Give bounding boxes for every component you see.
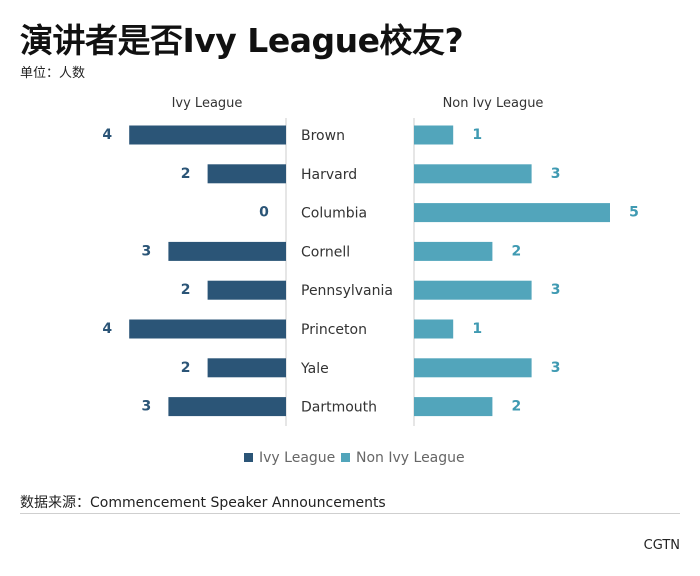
category-label-princeton: Princeton (301, 322, 367, 338)
chart-title: 演讲者是否Ivy League校友? (20, 21, 464, 60)
non-ivy-value-cornell: 2 (512, 243, 522, 259)
ivy-bar-pennsylvania (207, 280, 286, 300)
ivy-bar-princeton (129, 319, 286, 339)
non-ivy-value-brown: 1 (472, 127, 482, 143)
category-label-harvard: Harvard (301, 167, 357, 183)
non-ivy-bar-dartmouth (414, 397, 493, 417)
category-label-pennsylvania: Pennsylvania (301, 283, 393, 299)
ivy-value-princeton: 4 (102, 321, 112, 337)
non-ivy-value-pennsylvania: 3 (551, 282, 561, 298)
ivy-value-pennsylvania: 2 (181, 282, 191, 298)
ivy-bar-brown (129, 125, 286, 145)
legend-swatch-non-ivy (341, 453, 350, 462)
non-ivy-value-princeton: 1 (472, 321, 482, 337)
ivy-value-dartmouth: 3 (142, 399, 152, 415)
non-ivy-bar-princeton (414, 319, 454, 339)
non-ivy-bar-harvard (414, 164, 532, 184)
ivy-bar-dartmouth (168, 397, 286, 417)
ivy-value-brown: 4 (102, 127, 112, 143)
ivy-bar-yale (207, 358, 286, 378)
ivy-value-columbia: 0 (259, 205, 269, 221)
non-ivy-value-dartmouth: 2 (512, 399, 522, 415)
non-ivy-bar-brown (414, 125, 454, 145)
category-label-yale: Yale (300, 361, 329, 377)
panel-title-ivy: Ivy League (172, 96, 243, 111)
non-ivy-value-yale: 3 (551, 360, 561, 376)
category-label-dartmouth: Dartmouth (301, 400, 377, 416)
non-ivy-bar-columbia (414, 203, 610, 223)
legend-label-ivy: Ivy League (259, 450, 335, 466)
ivy-bar-harvard (207, 164, 286, 184)
non-ivy-value-columbia: 5 (629, 205, 639, 221)
non-ivy-bar-cornell (414, 241, 493, 261)
non-ivy-bar-pennsylvania (414, 280, 532, 300)
panel-title-non-ivy: Non Ivy League (443, 96, 544, 111)
brand-label: CGTN (643, 538, 680, 553)
category-label-cornell: Cornell (301, 244, 350, 260)
category-label-columbia: Columbia (301, 206, 367, 222)
butterfly-bar-chart: Ivy League Non Ivy League Brown 4 1 Harvard 2 3… (102, 96, 639, 466)
ivy-value-cornell: 3 (142, 243, 152, 259)
legend-label-non-ivy: Non Ivy League (356, 450, 465, 466)
non-ivy-value-harvard: 3 (551, 166, 561, 182)
data-source: 数据来源：Commencement Speaker Announcements (20, 495, 386, 511)
ivy-bar-cornell (168, 241, 286, 261)
legend-swatch-ivy (244, 453, 253, 462)
category-label-brown: Brown (301, 128, 345, 144)
non-ivy-bar-yale (414, 358, 532, 378)
chart-subtitle: 单位：人数 (20, 66, 86, 81)
ivy-value-harvard: 2 (181, 166, 191, 182)
ivy-value-yale: 2 (181, 360, 191, 376)
footer-divider (20, 513, 680, 514)
